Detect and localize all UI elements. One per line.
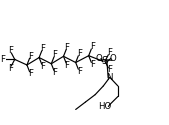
Text: F: F <box>28 69 33 78</box>
Text: F: F <box>28 52 33 61</box>
Text: F: F <box>77 49 82 58</box>
Text: O: O <box>95 54 102 63</box>
Text: F: F <box>0 55 5 64</box>
Text: O: O <box>110 54 116 63</box>
Text: F: F <box>107 65 112 74</box>
Text: F: F <box>65 43 69 52</box>
Text: F: F <box>40 62 45 71</box>
Text: F: F <box>90 42 95 51</box>
Text: F: F <box>40 44 45 53</box>
Text: F: F <box>8 64 13 72</box>
Text: S: S <box>102 56 108 66</box>
Text: F: F <box>65 61 69 70</box>
Text: HO: HO <box>98 102 112 111</box>
Text: F: F <box>107 48 112 57</box>
Text: F: F <box>90 60 95 69</box>
Text: F: F <box>52 68 57 77</box>
Text: F: F <box>52 50 57 59</box>
Text: N: N <box>107 73 113 82</box>
Text: F: F <box>77 67 82 76</box>
Text: F: F <box>8 46 13 55</box>
